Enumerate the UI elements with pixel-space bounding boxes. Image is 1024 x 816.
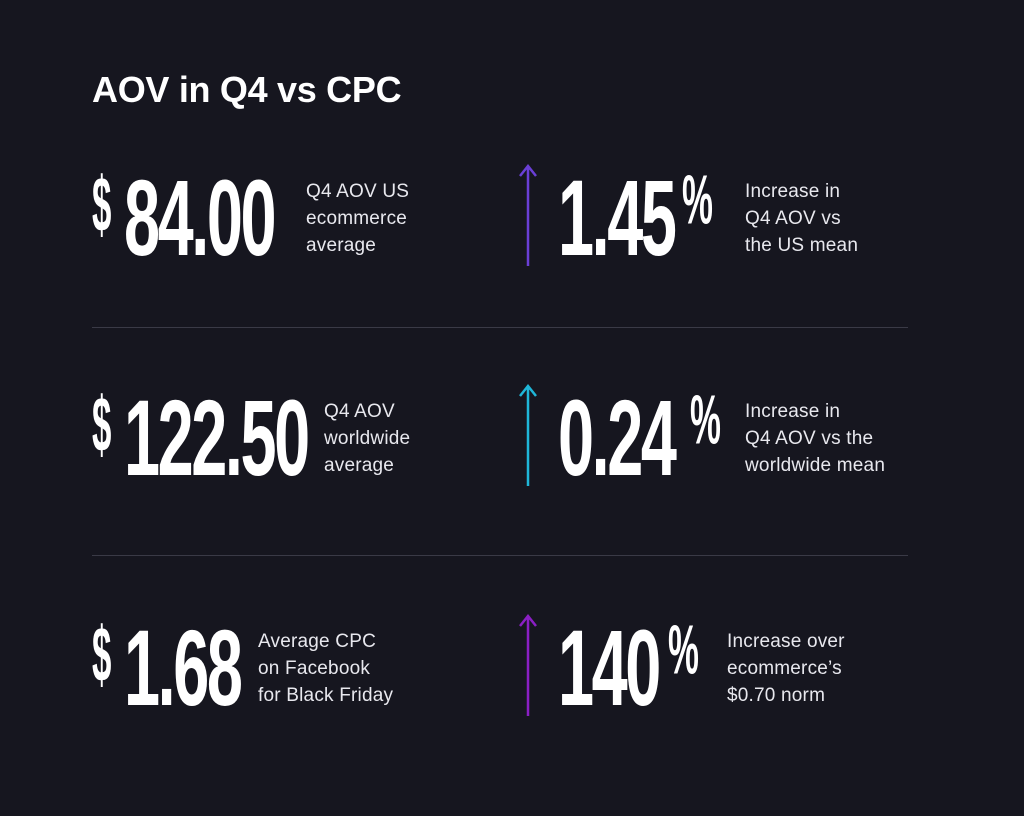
percent-symbol: % bbox=[682, 161, 713, 240]
stat-cpc-increase: 140 % bbox=[558, 607, 726, 728]
stat-value: 122.50 bbox=[124, 377, 310, 498]
divider bbox=[92, 327, 908, 328]
stat-worldwide-increase: 0.24 % bbox=[558, 377, 752, 498]
percent-symbol: % bbox=[668, 611, 699, 690]
arrow-up-icon bbox=[518, 384, 538, 488]
stat-us-aov: $ 84.00 bbox=[92, 157, 374, 278]
stat-label: Increase over ecommerce’s $0.70 norm bbox=[727, 631, 845, 706]
stat-value: 0.24 bbox=[558, 377, 677, 498]
page-title: AOV in Q4 vs CPC bbox=[92, 69, 402, 110]
stat-label: Q4 AOV worldwide average bbox=[324, 401, 411, 476]
dollar-symbol: $ bbox=[92, 160, 112, 249]
stat-worldwide-aov: $ 122.50 bbox=[92, 377, 430, 498]
arrow-up-icon bbox=[518, 614, 538, 718]
stat-label: Increase in Q4 AOV vs the worldwide mean bbox=[745, 401, 886, 476]
stat-value: 140 bbox=[558, 607, 661, 728]
arrow-up-icon bbox=[518, 164, 538, 268]
percent-symbol: % bbox=[690, 381, 721, 460]
stat-us-increase: 1.45 % bbox=[558, 157, 752, 278]
dollar-symbol: $ bbox=[92, 380, 112, 469]
stat-facebook-cpc: $ 1.68 bbox=[92, 607, 318, 728]
stat-label: Q4 AOV US ecommerce average bbox=[306, 181, 410, 256]
stat-label: Average CPC on Facebook for Black Friday bbox=[258, 631, 394, 706]
stat-label: Increase in Q4 AOV vs the US mean bbox=[745, 181, 859, 256]
stat-value: 84.00 bbox=[124, 157, 277, 278]
stat-value: 1.45 bbox=[558, 157, 677, 278]
dollar-symbol: $ bbox=[92, 610, 112, 699]
stat-value: 1.68 bbox=[124, 607, 243, 728]
divider bbox=[92, 555, 908, 556]
